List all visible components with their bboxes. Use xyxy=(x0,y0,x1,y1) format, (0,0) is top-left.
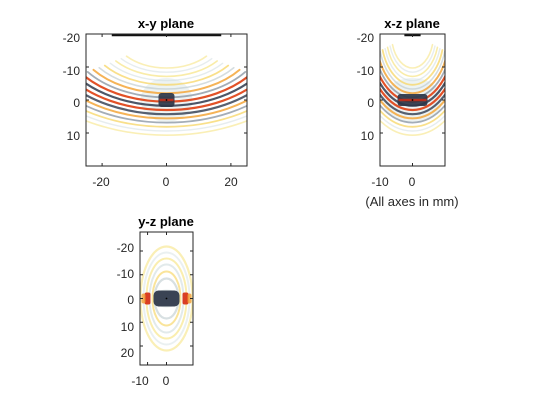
panel-xy-ytick-label: -10 xyxy=(63,64,81,78)
side-lobe-outer xyxy=(141,293,146,304)
panel-xy-ytick-label: -20 xyxy=(63,31,81,45)
panel-xy-heatmap xyxy=(86,34,247,136)
panel-xy-ytick-label: 0 xyxy=(73,96,80,110)
panel-yz-ytick-label: 20 xyxy=(121,346,135,360)
wavefront-arc xyxy=(384,47,441,82)
panel-xz-heatmap xyxy=(380,34,445,136)
wavefront-arc xyxy=(380,114,445,132)
wavefront-arc xyxy=(120,57,213,73)
panel-xy-xtick-label: 20 xyxy=(224,175,238,189)
wavefront-arc xyxy=(386,46,439,78)
units-note: (All axes in mm) xyxy=(365,194,458,209)
wavefront-arc xyxy=(86,119,247,136)
heatmap-field xyxy=(380,34,445,136)
panel-xz-title: x-z plane xyxy=(384,16,440,31)
wavefront-ring xyxy=(151,270,182,327)
wavefront-arc xyxy=(389,45,436,73)
wavefront-arc xyxy=(381,49,444,86)
panel-yz-ticks xyxy=(140,232,193,365)
wavefront-arc xyxy=(98,66,235,90)
wavefront-arc xyxy=(125,55,208,69)
panel-xz-xtick-label: -10 xyxy=(371,175,389,189)
wavefront-arc xyxy=(380,109,445,128)
focus-marker xyxy=(411,99,414,101)
panel-xy: x-y plane -20 -10 0 10 -20 0 20 xyxy=(63,16,248,189)
panel-xz-ytick-label: -10 xyxy=(357,64,375,78)
wavefront-arc xyxy=(380,86,445,112)
panel-xz-ytick-label: -20 xyxy=(357,31,375,45)
wavefront-arc xyxy=(103,64,230,86)
wavefront-arc xyxy=(86,93,247,116)
panel-yz-title: y-z plane xyxy=(138,214,194,229)
panel-xy-ticks xyxy=(86,33,247,166)
panel-xy-ytick-label: 10 xyxy=(67,129,81,143)
wavefront-arc xyxy=(86,115,247,132)
panel-xz: x-z plane -20 -10 0 10 -10 0 (All axes i… xyxy=(357,16,459,209)
wavefront-arc xyxy=(115,60,218,78)
panel-xz-ytick-label: 10 xyxy=(361,129,375,143)
panel-yz-xtick-label: -10 xyxy=(131,374,149,388)
panel-yz-ytick-label: 0 xyxy=(127,293,134,307)
wavefront-arc xyxy=(380,104,445,124)
wavefront-arc xyxy=(380,119,445,136)
wavefront-arc xyxy=(86,104,247,124)
heatmap-field xyxy=(86,34,247,136)
panel-xy-xtick-label: -20 xyxy=(92,175,110,189)
panel-yz-ytick-label: -20 xyxy=(117,241,135,255)
focus-marker xyxy=(165,297,168,300)
panel-xy-xtick-label: 0 xyxy=(163,175,170,189)
panel-xz-ticks xyxy=(379,33,445,166)
side-lobe xyxy=(182,292,189,305)
panel-yz: y-z plane -20 -10 0 10 20 -10 0 xyxy=(117,214,194,388)
wavefront-arc xyxy=(380,92,445,116)
panel-xy-title: x-y plane xyxy=(138,16,194,31)
panel-xz-ytick-label: 0 xyxy=(367,96,374,110)
focus-marker xyxy=(165,99,168,101)
panel-xz-xtick-label: 0 xyxy=(409,175,416,189)
wavefront-arc xyxy=(86,88,247,112)
side-lobe-outer xyxy=(187,293,192,304)
wavefront-arc xyxy=(380,58,445,95)
wavefront-arc xyxy=(380,50,445,90)
side-lobe xyxy=(144,292,151,305)
wavefront-arc xyxy=(86,109,247,128)
panel-yz-ytick-label: 10 xyxy=(121,320,135,334)
panel-yz-xtick-label: 0 xyxy=(163,374,170,388)
wavefront-arc xyxy=(109,62,224,82)
wavefront-arc xyxy=(380,98,445,120)
wavefront-arc xyxy=(391,43,434,69)
panel-yz-ytick-label: -10 xyxy=(117,267,135,281)
